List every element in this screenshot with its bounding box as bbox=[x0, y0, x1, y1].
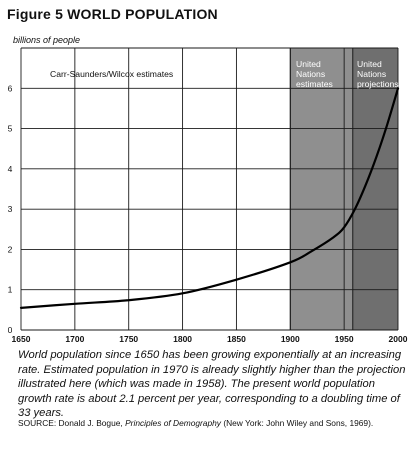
y-axis-units-label: billions of people bbox=[13, 35, 81, 45]
source-citation: SOURCE: Donald J. Bogue, Principles of D… bbox=[18, 418, 406, 429]
x-tick-label-1700: 1700 bbox=[65, 334, 84, 344]
x-tick-label-2000: 2000 bbox=[389, 334, 408, 344]
region-label-1: Carr-Saunders/Wilcox estimates bbox=[50, 69, 173, 79]
region-label-2: United Nations estimates bbox=[296, 59, 333, 89]
y-tick-label-2: 2 bbox=[8, 244, 13, 254]
population-curve bbox=[19, 87, 400, 309]
source-prefix: SOURCE: Donald J. Bogue, bbox=[18, 418, 123, 428]
figure-title: Figure 5 WORLD POPULATION bbox=[7, 6, 218, 22]
y-tick-label-0: 0 bbox=[8, 325, 13, 335]
x-tick-label-1950: 1950 bbox=[335, 334, 354, 344]
x-tick-label-1900: 1900 bbox=[281, 334, 300, 344]
region-label-3: United Nations projections bbox=[357, 59, 399, 89]
region-band-3 bbox=[352, 48, 398, 330]
x-tick-label-1800: 1800 bbox=[173, 334, 192, 344]
source-book-title: Principles of Demography bbox=[125, 418, 221, 428]
region-band-2 bbox=[290, 48, 353, 330]
figure-caption: World population since 1650 has been gro… bbox=[18, 349, 406, 420]
y-tick-label-4: 4 bbox=[8, 164, 13, 174]
x-tick-label-1650: 1650 bbox=[12, 334, 31, 344]
y-tick-label-6: 6 bbox=[8, 83, 13, 93]
y-tick-label-1: 1 bbox=[8, 285, 13, 295]
world-population-chart: Carr-Saunders/Wilcox estimates United Nati… bbox=[8, 47, 408, 344]
x-tick-label-1750: 1750 bbox=[119, 334, 138, 344]
x-tick-label-1850: 1850 bbox=[227, 334, 246, 344]
source-suffix: (New York: John Wiley and Sons, 1969). bbox=[223, 418, 374, 428]
y-tick-label-5: 5 bbox=[8, 124, 13, 134]
y-tick-label-3: 3 bbox=[8, 204, 13, 214]
